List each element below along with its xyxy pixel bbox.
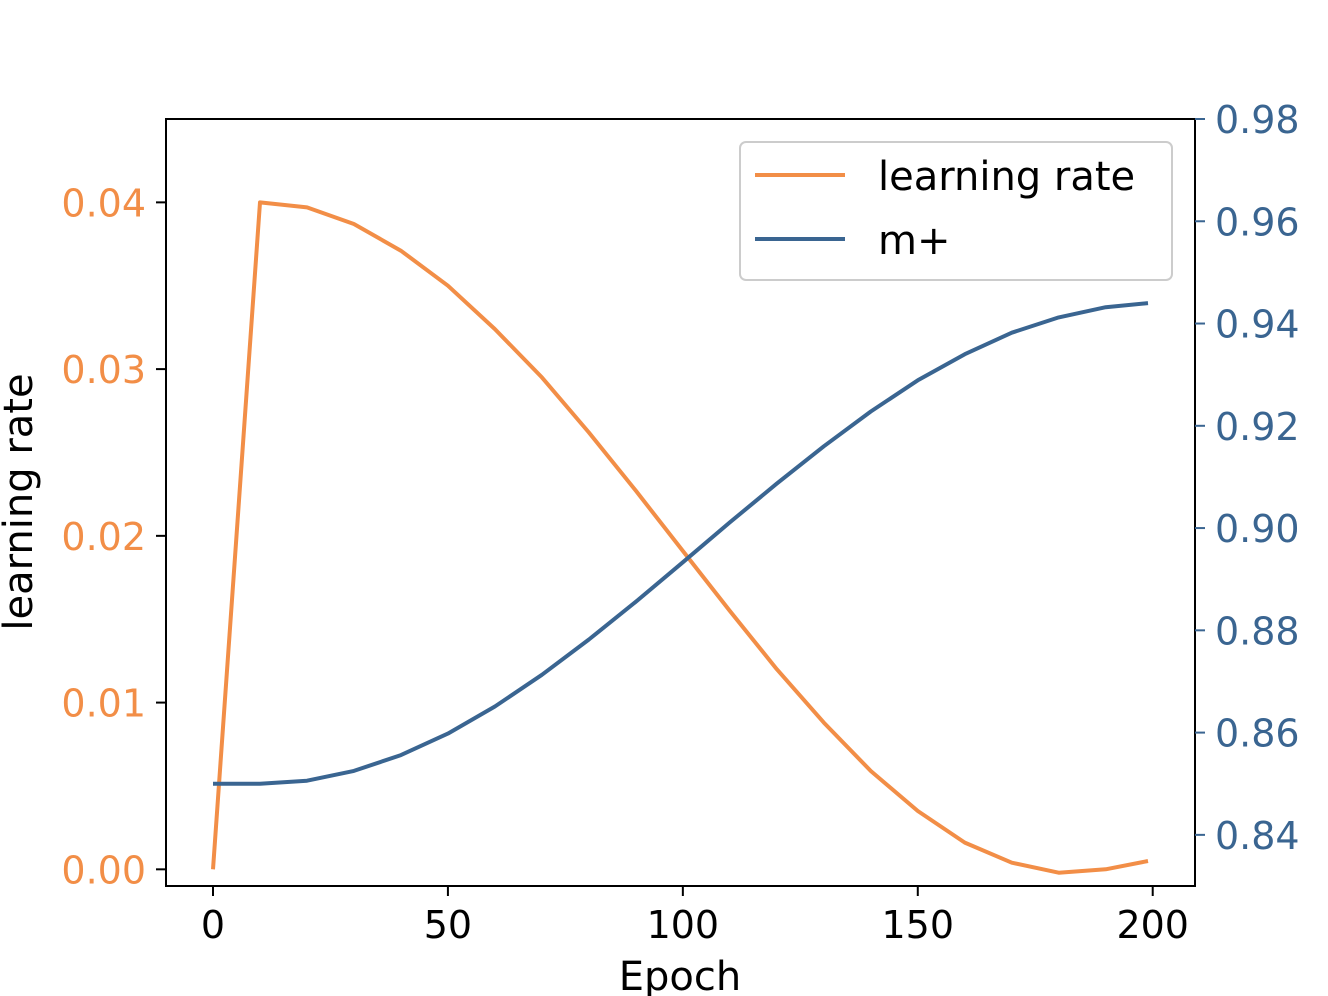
- series-line-m-plus: [213, 301, 1149, 786]
- x-tick-label: 200: [1116, 903, 1189, 947]
- x-tick-label: 0: [201, 903, 225, 947]
- x-tick-label: 150: [882, 903, 955, 947]
- series-line-learning-rate: [211, 200, 1149, 875]
- x-axis-label: Epoch: [619, 954, 741, 996]
- legend: learning rate m+: [739, 141, 1173, 281]
- y-left-tick-label: 0.04: [61, 181, 146, 225]
- y-left-axis-label: learning rate: [0, 373, 42, 630]
- x-tick-label: 50: [424, 903, 472, 947]
- plot-frame: [165, 118, 1196, 887]
- y-right-tick-label: 0.98: [1215, 98, 1300, 142]
- x-axis-ticks: 0 50 100 150 200: [201, 886, 1189, 947]
- series-layer: [211, 200, 1149, 875]
- y-right-tick-label: 0.94: [1215, 303, 1300, 347]
- y-left-tick-label: 0.01: [61, 682, 146, 726]
- y-left-tick-label: 0.03: [61, 348, 146, 392]
- x-tick-label: 100: [647, 903, 720, 947]
- y-left-axis-ticks: 0.00 0.01 0.02 0.03 0.04: [61, 181, 166, 892]
- legend-box: [739, 141, 1173, 281]
- y-right-tick-label: 0.88: [1215, 609, 1300, 653]
- y-right-tick-label: 0.90: [1215, 507, 1300, 551]
- y-right-tick-label: 0.86: [1215, 712, 1300, 756]
- y-right-tick-label: 0.84: [1215, 814, 1300, 858]
- y-right-axis-ticks: 0.84 0.86 0.88 0.90 0.92 0.94 0.96 0.98: [1195, 98, 1300, 858]
- y-right-tick-label: 0.92: [1215, 405, 1300, 449]
- y-left-tick-label: 0.00: [61, 848, 146, 892]
- y-right-tick-label: 0.96: [1215, 200, 1300, 244]
- legend-label-learning-rate: learning rate: [878, 154, 1135, 200]
- y-left-tick-label: 0.02: [61, 515, 146, 559]
- legend-label-m-plus: m+: [878, 218, 950, 264]
